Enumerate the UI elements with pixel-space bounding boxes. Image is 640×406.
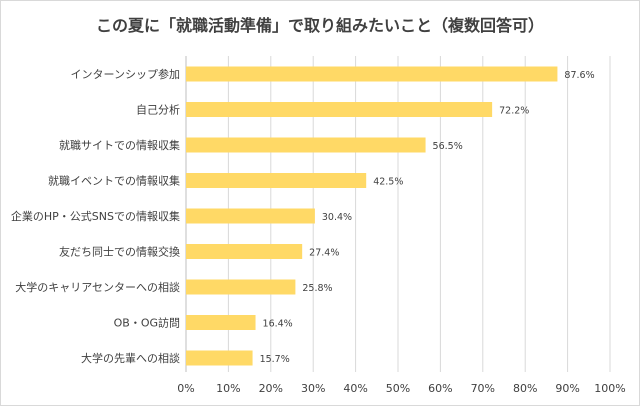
bar [186,137,426,153]
data-label: 42.5% [373,177,403,188]
category-label: 大学のキャリアセンターへの相談 [15,280,180,294]
x-tick-label: 70% [471,382,495,395]
category-label: 大学の先輩への相談 [81,351,180,365]
x-axis-ticks: 0% 10% 20% 30% 40% 50% 60% 70% 80% 90% 100% [177,382,625,395]
x-tick-label: 30% [301,382,325,395]
category-labels: インターンシップ参加自己分析就職サイトでの情報収集就職イベントでの情報収集企業の… [11,67,180,365]
x-tick-label: 20% [259,382,283,395]
bar [186,350,253,366]
bar [186,279,296,295]
x-tick-label: 80% [513,382,537,395]
bar [186,173,367,188]
data-label: 15.7% [260,354,290,365]
x-tick-label: 10% [216,382,240,395]
category-label: インターンシップ参加 [71,67,180,81]
data-label: 56.5% [433,141,463,152]
category-label: 自己分析 [136,103,180,117]
bar [186,208,315,224]
bar [186,66,558,82]
x-tick-label: 50% [386,382,410,395]
x-tick-label: 60% [428,382,452,395]
x-tick-label: 100% [594,382,625,395]
data-label: 27.4% [309,248,339,259]
category-label: 友だち同士での情報交換 [59,245,180,259]
bar [186,315,256,330]
category-label: 就職イベントでの情報収集 [48,174,180,188]
chart-title: この夏に「就職活動準備」で取り組みたいこと（複数回答可） [95,16,544,35]
category-label: OB・OG訪問 [114,316,180,330]
data-label: 87.6% [564,70,594,81]
category-label: 企業のHP・公式SNSでの情報収集 [11,209,180,223]
data-label: 30.4% [322,212,352,223]
bar [186,102,493,117]
data-label: 25.8% [302,283,332,294]
bars [186,66,558,366]
data-label: 72.2% [499,106,529,117]
data-label: 16.4% [263,319,293,330]
x-tick-label: 0% [177,382,194,395]
x-tick-label: 90% [555,382,579,395]
x-tick-label: 40% [343,382,367,395]
value-labels: 87.6% 72.2% 56.5% 42.5% 30.4% 27.4% 25.8% 16.4%… [260,70,595,365]
bar [186,244,303,259]
category-label: 就職サイトでの情報収集 [59,138,180,152]
